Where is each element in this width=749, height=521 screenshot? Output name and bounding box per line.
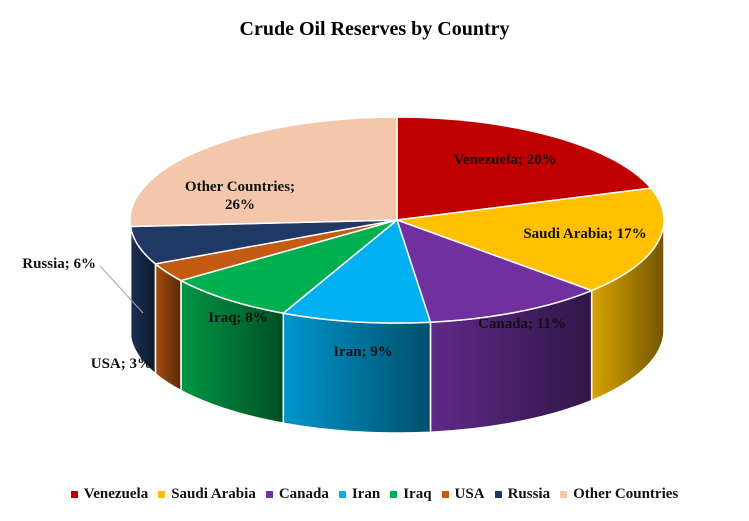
legend-swatch	[70, 491, 78, 498]
legend-item-canada: Canada	[265, 486, 329, 503]
data-label-other-countries: Other Countries; 26%	[185, 179, 295, 213]
pie-slice-other-countries[interactable]	[129, 116, 398, 228]
data-label-canada: Canada; 11%	[478, 316, 566, 332]
pie-side-other-countries	[129, 220, 132, 337]
data-label-iraq: Iraq; 8%	[208, 310, 268, 326]
legend-item-saudi-arabia: Saudi Arabia	[158, 486, 256, 503]
pie-slice-canada[interactable]	[395, 218, 594, 323]
pie-top	[129, 116, 665, 324]
legend-swatch	[338, 491, 346, 498]
pie-slice-iran[interactable]	[281, 218, 432, 324]
legend-item-venezuela: Venezuela	[70, 486, 149, 503]
legend-swatch	[494, 491, 502, 498]
legend-item-iraq: Iraq	[390, 486, 432, 503]
pie-slice-saudi-arabia[interactable]	[396, 187, 665, 292]
legend-swatch	[158, 491, 166, 498]
legend-item-russia: Russia	[494, 486, 551, 503]
chart-title: Crude Oil Reserves by Country	[239, 18, 510, 40]
pie-side-iran	[282, 312, 432, 434]
legend-label: Other Countries	[573, 486, 679, 502]
legend-swatch	[441, 491, 449, 498]
legend-swatch	[560, 491, 568, 498]
legend-label: Russia	[507, 486, 551, 502]
legend-label: Iran	[351, 486, 381, 502]
legend-label: Saudi Arabia	[171, 486, 256, 502]
data-label-venezuela: Venezuela; 20%	[453, 152, 556, 168]
legend-swatch	[390, 491, 398, 498]
data-label-iran: Iran; 9%	[333, 344, 393, 360]
legend-item-other-countries: Other Countries	[560, 486, 678, 503]
legend-label: Iraq	[403, 486, 432, 502]
legend-swatch	[265, 491, 273, 498]
pie-side-usa	[154, 262, 182, 392]
pie-slice-venezuela[interactable]	[396, 116, 653, 221]
leader-line-russia	[99, 265, 144, 314]
legend-label: Canada	[278, 486, 329, 502]
pie-slice-iraq[interactable]	[178, 219, 398, 314]
data-label-russia: Russia; 6%	[22, 256, 96, 272]
legend: Venezuela Saudi Arabia Canada Iran Iraq USA Ru…	[0, 486, 749, 503]
legend-label: Venezuela	[83, 486, 149, 502]
pie-side-walls	[129, 219, 665, 434]
data-label-saudi-arabia: Saudi Arabia; 17%	[523, 226, 646, 242]
legend-item-usa: USA	[441, 486, 485, 503]
data-label-usa: USA; 3%	[91, 356, 152, 372]
legend-item-iran: Iran	[338, 486, 381, 503]
legend-label: USA	[454, 486, 485, 502]
